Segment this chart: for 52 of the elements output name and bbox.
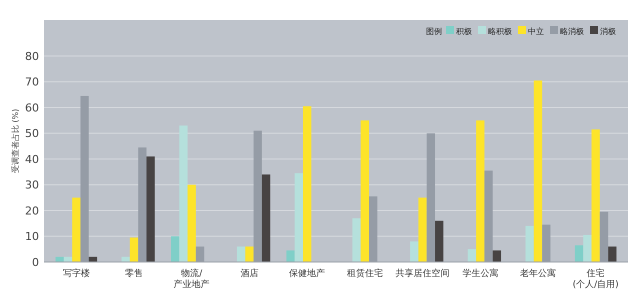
bar [146,156,155,262]
legend-label: 消极 [600,27,616,36]
bar [245,246,254,262]
x-tick-label: 住宅 (个人/自用) [572,268,619,290]
y-tick-label: 30 [25,178,39,192]
x-tick-label: 酒店 [240,268,258,279]
bar [526,226,534,262]
bar [410,241,418,262]
legend-label: 积极 [456,27,472,36]
x-tick-label: 保健地产 [289,268,326,279]
legend-label: 略积极 [488,27,512,36]
bar [286,250,295,262]
bar [574,245,584,262]
x-tick-label: 物流/ 产业地产 [174,268,210,290]
bar [608,246,616,262]
y-tick-label: 0 [32,256,39,269]
bar [492,250,502,262]
y-tick-label: 20 [25,204,39,218]
y-tick-label: 60 [25,101,39,114]
x-tick-label: 写字楼 [62,268,90,279]
y-tick-label: 80 [25,50,39,63]
x-tick-label: 共享居住空间 [396,268,450,279]
y-tick-label: 40 [25,152,39,166]
bar [179,126,188,262]
bar [130,238,138,262]
bar [170,236,180,262]
bar [476,120,484,262]
bar [592,129,600,262]
bar [294,173,303,262]
bar [360,120,370,262]
bar [262,174,270,262]
bar [72,198,80,262]
bar [468,249,476,262]
y-tick-label: 10 [25,230,39,244]
x-tick-label: 老年公寓 [520,268,556,279]
bar [302,106,312,262]
y-axis-title: 受调查者占比 (%) [11,108,20,174]
y-tick-label: 50 [25,127,39,140]
x-tick-label: 租赁住宅 [346,268,383,279]
bar [236,246,246,262]
x-tick-label: 零售 [125,268,144,279]
bar [583,234,592,262]
x-tick-label: 学生公寓 [462,268,498,279]
bar [352,218,361,262]
legend-label: 略消极 [560,27,584,36]
bar [534,80,542,262]
bar [418,198,427,262]
legend-label: 中立 [528,27,544,36]
legend-title: 图例 [426,27,442,36]
bar [435,220,444,262]
y-tick-label: 70 [25,76,39,89]
bar [188,184,196,262]
